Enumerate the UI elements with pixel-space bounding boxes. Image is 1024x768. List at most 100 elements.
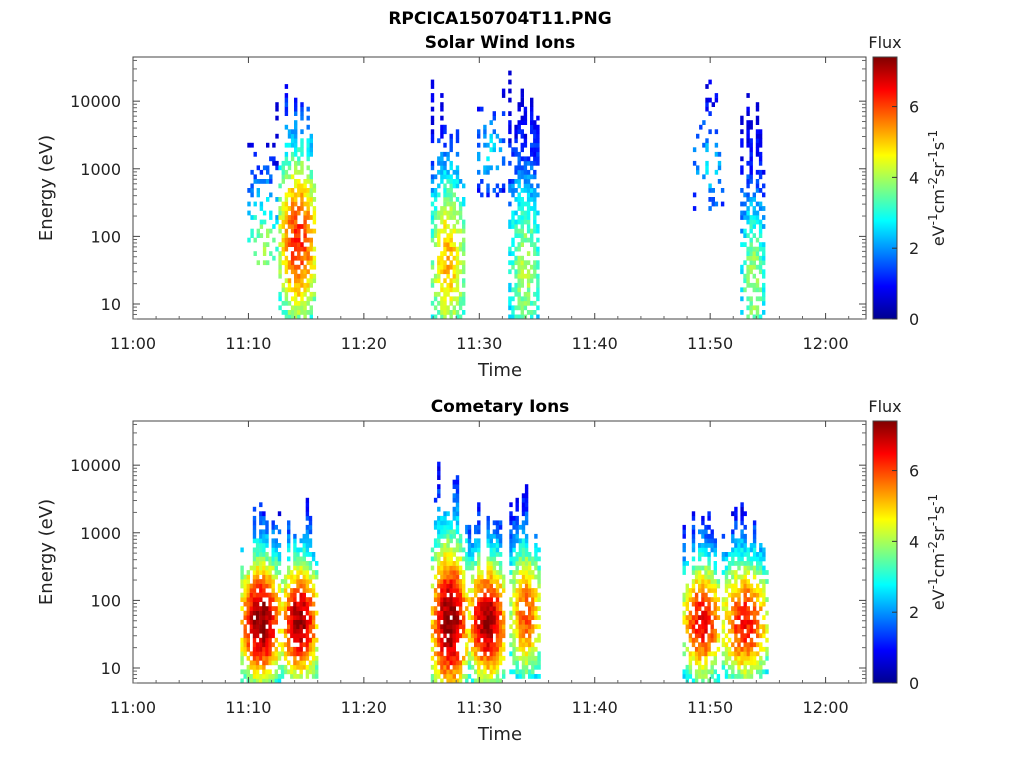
flux-cell: [255, 651, 260, 657]
flux-cell: [271, 606, 275, 611]
flux-cell: [287, 651, 291, 657]
flux-cell: [477, 646, 481, 652]
flux-cell: [694, 597, 699, 602]
flux-cell: [691, 655, 696, 661]
flux-cell: [474, 543, 478, 548]
flux-cell: [259, 169, 264, 175]
flux-cell: [271, 597, 275, 602]
flux-cell: [724, 674, 729, 679]
flux-cell: [293, 655, 297, 661]
flux-cell: [252, 651, 257, 657]
flux-cell: [284, 314, 289, 320]
flux-cell: [707, 610, 711, 616]
flux-cell: [293, 619, 297, 625]
flux-cell: [250, 228, 254, 234]
flux-cell: [440, 579, 444, 584]
flux-cell: [740, 210, 744, 216]
flux-cell: [283, 664, 288, 670]
flux-cell: [268, 619, 272, 625]
flux-cell: [716, 674, 721, 679]
flux-cell: [526, 188, 531, 193]
flux-cell: [501, 93, 506, 98]
flux-cell: [694, 655, 699, 661]
flux-cell: [523, 174, 528, 180]
flux-cell: [528, 642, 532, 648]
flux-cell: [300, 278, 304, 284]
flux-cell: [455, 633, 460, 639]
flux-cell: [296, 556, 300, 562]
flux-cell: [305, 533, 310, 539]
flux-cell: [446, 588, 450, 593]
flux-cell: [268, 660, 272, 666]
flux-cell: [462, 237, 466, 243]
flux-cell: [458, 597, 463, 602]
flux-cell: [533, 291, 537, 297]
flux-cell: [498, 660, 503, 666]
flux-cell: [308, 624, 313, 630]
flux-cell: [252, 628, 257, 634]
flux-cell: [746, 570, 750, 575]
flux-cell: [498, 524, 503, 530]
flux-cell: [294, 169, 298, 175]
flux-cell: [524, 574, 529, 580]
flux-cell: [731, 547, 735, 553]
flux-cell: [486, 538, 490, 544]
flux-cell: [746, 183, 750, 189]
flux-cell: [704, 615, 708, 620]
flux-cell: [440, 305, 444, 311]
flux-cell: [446, 674, 450, 679]
flux-cell: [483, 583, 487, 589]
flux-cell: [299, 601, 303, 607]
flux-cell: [437, 619, 441, 625]
flux-cell: [518, 674, 523, 679]
flux-cell: [694, 660, 699, 666]
flux-cell: [495, 592, 500, 598]
flux-cell: [284, 174, 289, 180]
flux-cell: [698, 588, 702, 593]
flux-cell: [694, 601, 699, 607]
flux-cell: [477, 669, 481, 675]
flux-cell: [315, 669, 319, 675]
flux-cell: [287, 260, 292, 266]
flux-cell: [262, 570, 266, 575]
flux-cell: [523, 188, 528, 193]
flux-cell: [727, 610, 732, 616]
flux-cell: [765, 610, 769, 616]
flux-cell: [731, 556, 735, 562]
flux-cell: [743, 624, 747, 630]
flux-cell: [287, 642, 291, 648]
flux-cell: [272, 237, 276, 243]
flux-cell: [309, 142, 313, 148]
flux-cell: [531, 642, 535, 648]
flux-cell: [443, 160, 447, 166]
flux-cell: [705, 160, 709, 166]
flux-cell: [305, 655, 310, 661]
flux-cell: [762, 310, 766, 315]
flux-cell: [470, 633, 475, 639]
flux-cell: [537, 606, 541, 611]
flux-cell: [287, 520, 291, 526]
flux-cell: [498, 624, 503, 630]
flux-cell: [737, 574, 741, 580]
flux-cell: [462, 624, 466, 630]
flux-cell: [262, 637, 266, 643]
flux-cell: [746, 624, 750, 630]
flux-cell: [243, 601, 247, 607]
flux-cell: [518, 588, 523, 593]
flux-cell: [437, 660, 441, 666]
flux-cell: [701, 565, 705, 571]
flux-cell: [508, 296, 512, 302]
flux-cell: [247, 142, 251, 148]
flux-cell: [740, 188, 744, 193]
flux-cell: [430, 115, 435, 121]
flux-cell: [707, 601, 711, 607]
flux-cell: [533, 174, 537, 180]
flux-cell: [440, 300, 444, 306]
flux-cell: [293, 579, 297, 584]
flux-cell: [752, 651, 757, 657]
flux-cell: [440, 93, 444, 98]
flux-cell: [528, 583, 532, 589]
flux-cell: [287, 287, 292, 293]
flux-cell: [465, 529, 469, 535]
flux-cell: [724, 583, 729, 589]
